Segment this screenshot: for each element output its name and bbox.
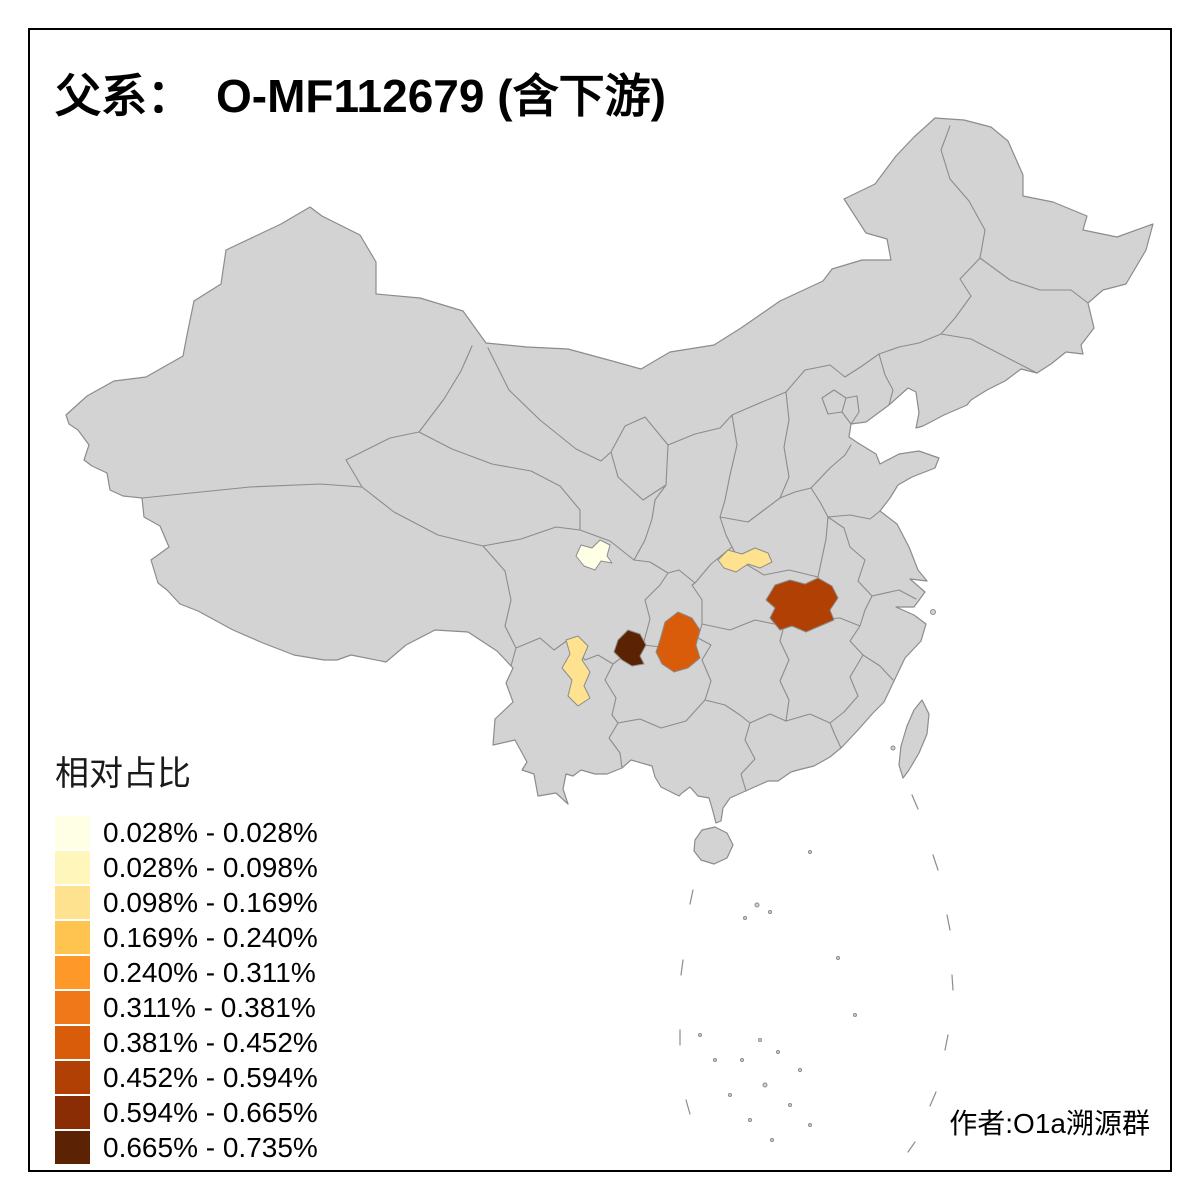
legend-swatch xyxy=(55,921,90,954)
legend-swatch xyxy=(55,816,90,849)
legend-item: 0.169% - 0.240% xyxy=(55,920,318,955)
islet xyxy=(808,850,812,854)
province-borders xyxy=(141,125,1089,792)
legend-label: 0.169% - 0.240% xyxy=(103,921,318,953)
legend-swatch xyxy=(55,886,90,919)
legend-swatch xyxy=(55,1061,90,1094)
legend-label: 0.098% - 0.169% xyxy=(103,886,318,918)
legend-label: 0.381% - 0.452% xyxy=(103,1026,318,1058)
hainan-island xyxy=(693,826,734,865)
legend-swatch xyxy=(55,851,90,884)
author-credit: 作者:O1a溯源群 xyxy=(949,1108,1150,1139)
islet xyxy=(728,1093,732,1097)
zhoushan-islet xyxy=(930,609,936,615)
legend-item: 0.381% - 0.452% xyxy=(55,1025,318,1060)
legend-item: 0.665% - 0.735% xyxy=(55,1130,318,1165)
plot-title: 父系： O-MF112679 (含下游) xyxy=(55,70,666,122)
south-china-sea-islands xyxy=(679,794,954,1153)
legend-swatch xyxy=(55,956,90,989)
islet xyxy=(698,1033,702,1037)
islet xyxy=(713,1058,717,1062)
legend-item: 0.028% - 0.098% xyxy=(55,850,318,885)
highlight-north-guizhou xyxy=(655,611,701,673)
islet xyxy=(768,910,772,914)
legend-label: 0.594% - 0.665% xyxy=(103,1096,318,1128)
legend-label: 0.028% - 0.098% xyxy=(103,851,318,883)
islet xyxy=(788,1103,792,1107)
legend-item: 0.452% - 0.594% xyxy=(55,1060,318,1095)
highlighted-regions xyxy=(561,539,839,707)
legend-item: 0.311% - 0.381% xyxy=(55,990,318,1025)
legend-item: 0.240% - 0.311% xyxy=(55,955,318,990)
legend-item: 0.594% - 0.665% xyxy=(55,1095,318,1130)
legend-item: 0.028% - 0.028% xyxy=(55,815,318,850)
highlight-central-yunnan xyxy=(561,635,591,707)
islet xyxy=(748,1118,752,1122)
highlight-northwest-hubei xyxy=(717,547,773,573)
highlight-east-hubei xyxy=(765,577,839,633)
highlight-central-sichuan xyxy=(575,539,613,571)
islet xyxy=(758,1038,762,1042)
islet xyxy=(754,902,760,908)
islet xyxy=(808,1123,812,1127)
legend-swatch xyxy=(55,991,90,1024)
islet xyxy=(776,1050,780,1054)
legend-swatch xyxy=(55,1096,90,1129)
islet xyxy=(743,916,747,920)
map-landmass xyxy=(65,117,1154,865)
legend: 相对占比 0.028% - 0.028% 0.028% - 0.098% 0.0… xyxy=(55,746,318,1165)
islet xyxy=(853,1013,857,1017)
legend-label: 0.028% - 0.028% xyxy=(103,816,318,848)
islet xyxy=(740,1058,744,1062)
legend-swatch xyxy=(55,1026,90,1059)
legend-item: 0.098% - 0.169% xyxy=(55,885,318,920)
sea-boundary-dashes xyxy=(679,794,954,1153)
islet xyxy=(798,1068,802,1072)
legend-label: 0.665% - 0.735% xyxy=(103,1131,318,1163)
china-mainland-outline xyxy=(65,117,1154,824)
islet xyxy=(836,956,840,960)
highlight-west-guizhou xyxy=(613,629,647,667)
legend-label: 0.240% - 0.311% xyxy=(103,956,316,988)
legend-label: 0.452% - 0.594% xyxy=(103,1061,318,1093)
legend-swatch xyxy=(55,1131,90,1164)
legend-title: 相对占比 xyxy=(55,755,191,793)
islet xyxy=(762,1082,768,1088)
taiwan-island xyxy=(898,699,930,779)
penghu-islet xyxy=(890,745,896,751)
islet xyxy=(770,1138,774,1142)
legend-label: 0.311% - 0.381% xyxy=(103,991,316,1023)
